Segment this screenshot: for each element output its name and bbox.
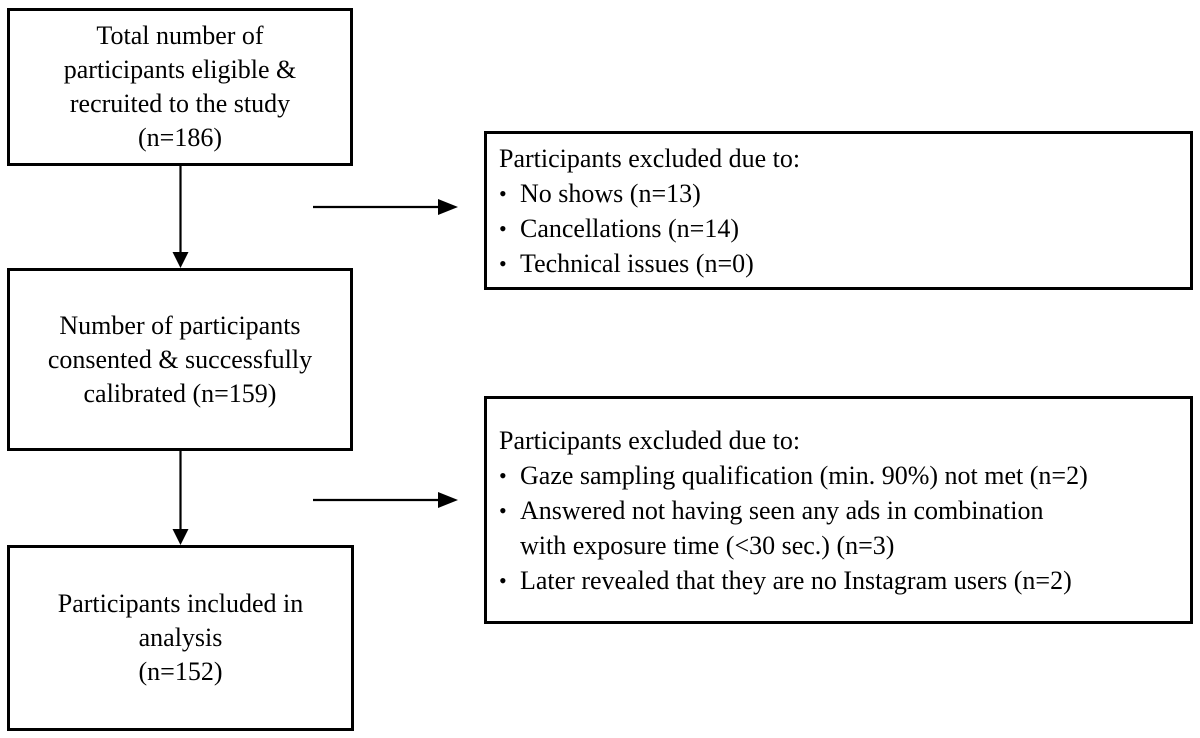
arrow-consented-to-analysis: [172, 451, 189, 545]
exclusion-item-text: Answered not having seen any ads in comb…: [520, 495, 1044, 560]
list-item: • Cancellations (n=14): [499, 211, 1184, 246]
bullet-icon: •: [499, 250, 507, 276]
exclusion-item-text: Cancellations (n=14): [520, 213, 739, 243]
exclusion-box-1: Participants excluded due to: • No shows…: [484, 131, 1193, 290]
list-item: • Technical issues (n=0): [499, 246, 1184, 281]
flow-box-analysis: Participants included in analysis (n=152…: [7, 545, 354, 731]
arrow-recruited-to-consented: [172, 166, 189, 268]
bullet-icon: •: [499, 180, 507, 206]
bullet-icon: •: [499, 497, 507, 523]
flow-box-consented: Number of participants consented & succe…: [7, 268, 353, 451]
flow-box-analysis-text: Participants included in analysis (n=152…: [57, 589, 304, 686]
exclusion-box-2: Participants excluded due to: • Gaze sam…: [484, 396, 1193, 624]
exclusion-item-text: Later revealed that they are no Instagra…: [520, 565, 1072, 595]
flow-box-consented-text: Number of participants consented & succe…: [47, 310, 313, 408]
bullet-icon: •: [499, 567, 507, 593]
exclusion-item-text: Technical issues (n=0): [520, 248, 754, 278]
exclusion-box-2-heading: Participants excluded due to:: [499, 425, 801, 455]
bullet-icon: •: [499, 462, 507, 488]
arrow-exclusion-1: [313, 199, 458, 215]
exclusion-item-text: No shows (n=13): [520, 178, 701, 208]
exclusion-item-text: Gaze sampling qualification (min. 90%) n…: [520, 460, 1088, 490]
list-item: • No shows (n=13): [499, 176, 1184, 211]
list-item: • Gaze sampling qualification (min. 90%)…: [499, 458, 1184, 493]
arrow-exclusion-2: [313, 492, 458, 508]
bullet-icon: •: [499, 215, 507, 241]
flow-box-recruited: Total number of participants eligible & …: [7, 8, 353, 166]
flow-box-recruited-text: Total number of participants eligible & …: [63, 21, 297, 152]
exclusion-box-1-heading: Participants excluded due to:: [499, 143, 801, 173]
list-item: • Answered not having seen any ads in co…: [499, 493, 1184, 563]
list-item: • Later revealed that they are no Instag…: [499, 563, 1184, 598]
